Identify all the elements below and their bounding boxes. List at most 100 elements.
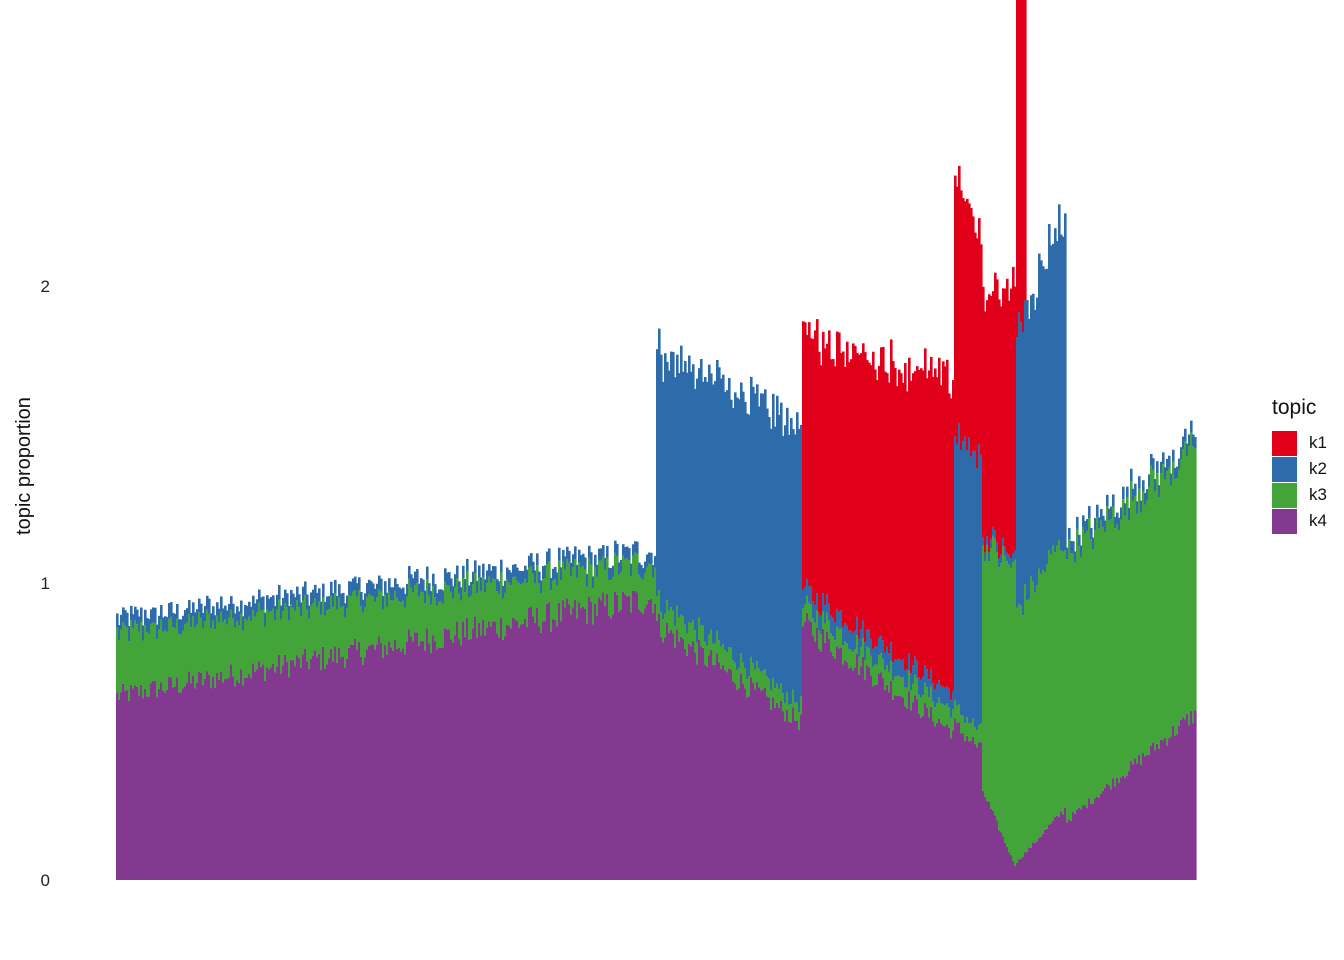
bar-segment-k3	[924, 682, 927, 704]
bar-segment-k3	[778, 689, 781, 708]
bar-segment-k2	[908, 653, 911, 671]
bar-segment-k3	[194, 627, 197, 689]
bar-segment-k2	[1178, 458, 1181, 470]
bar-segment-k4	[1008, 852, 1011, 880]
bar-segment-k4	[694, 652, 697, 880]
bar-segment-k4	[900, 696, 903, 880]
bar-segment-k2	[788, 434, 791, 705]
bar-segment-k4	[394, 640, 397, 880]
bar-segment-k3	[244, 618, 247, 678]
bar-segment-k3	[1134, 495, 1137, 759]
bar-segment-k2	[688, 355, 691, 623]
bar-segment-k2	[698, 368, 701, 618]
bar-segment-k2	[958, 422, 961, 705]
bar-segment-k4	[1122, 775, 1125, 880]
bar-segment-k2	[504, 580, 507, 593]
bar-segment-k4	[1006, 846, 1009, 880]
bar-segment-k1	[900, 373, 903, 661]
bar-segment-k4	[628, 595, 631, 880]
bar-segment-k2	[580, 555, 583, 568]
bar-segment-k2	[494, 566, 497, 580]
bar-segment-k2	[758, 406, 761, 669]
bar-segment-k3	[1162, 464, 1165, 741]
bar-segment-k2	[330, 581, 333, 597]
bar-segment-k3	[860, 647, 863, 667]
bar-segment-k2	[952, 691, 955, 710]
bar-segment-k2	[420, 578, 423, 592]
bar-segment-k2	[772, 393, 775, 678]
legend-item-k1: k1	[1272, 430, 1327, 456]
bar-segment-k4	[734, 683, 737, 880]
bar-segment-k2	[406, 583, 409, 597]
bar-segment-k2	[184, 609, 187, 625]
bar-segment-k3	[842, 645, 845, 665]
bar-segment-k4	[1032, 842, 1035, 880]
bar-segment-k3	[1042, 569, 1045, 834]
bar-segment-k4	[446, 629, 449, 880]
bar-segment-k1	[932, 376, 935, 684]
bar-segment-k4	[808, 620, 811, 880]
bar-segment-k2	[634, 541, 637, 553]
bar-segment-k4	[776, 702, 779, 880]
bar-segment-k2	[1146, 489, 1149, 501]
bar-segment-k3	[640, 577, 643, 612]
bar-segment-k4	[296, 655, 299, 880]
bar-segment-k4	[1090, 803, 1093, 880]
bar-segment-k4	[178, 692, 181, 880]
bar-segment-k3	[142, 640, 145, 699]
bar-segment-k4	[466, 617, 469, 880]
bar-segment-k4	[504, 636, 507, 880]
bar-segment-k4	[522, 623, 525, 880]
bar-segment-k1	[880, 347, 883, 636]
bar-segment-k2	[1140, 500, 1143, 513]
bar-segment-k2	[890, 642, 893, 661]
bar-segment-k4	[822, 628, 825, 880]
bar-segment-k4	[584, 608, 587, 880]
bar-segment-k4	[240, 669, 243, 880]
bar-segment-k3	[360, 606, 363, 657]
bar-segment-k4	[236, 680, 239, 880]
bar-segment-k4	[508, 625, 511, 880]
bar-segment-k3	[440, 601, 443, 648]
bar-segment-k3	[1020, 605, 1023, 859]
bar-segment-k2	[856, 616, 859, 635]
bar-segment-k3	[968, 723, 971, 742]
bar-segment-k2	[868, 629, 871, 648]
bar-segment-k3	[940, 703, 943, 724]
bar-segment-k2	[572, 554, 575, 568]
bar-segment-k1	[890, 339, 893, 643]
bar-segment-k4	[948, 728, 951, 880]
bar-segment-k2	[524, 565, 527, 579]
bar-segment-k3	[390, 600, 393, 648]
bar-segment-k4	[1026, 851, 1029, 880]
bar-segment-k3	[882, 658, 885, 678]
bar-segment-k2	[424, 590, 427, 604]
bar-segment-k3	[1016, 607, 1019, 863]
bar-segment-k1	[1004, 288, 1007, 547]
bar-segment-k4	[434, 641, 437, 880]
bar-segment-k2	[576, 564, 579, 578]
bar-segment-k2	[1150, 454, 1153, 466]
bar-segment-k3	[806, 595, 809, 613]
bar-segment-k4	[252, 663, 255, 880]
bar-segment-k4	[638, 609, 641, 880]
bar-segment-k3	[136, 624, 139, 687]
bar-segment-k4	[314, 650, 317, 880]
bar-segment-k4	[664, 637, 667, 880]
bar-segment-k3	[830, 633, 833, 652]
bar-segment-k2	[560, 567, 563, 581]
bar-segment-k2	[1170, 473, 1173, 486]
bar-segment-k3	[134, 620, 137, 686]
bar-segment-k3	[470, 595, 473, 639]
bar-segment-k3	[690, 623, 693, 647]
bar-segment-k4	[602, 592, 605, 880]
bar-segment-k2	[836, 609, 839, 627]
bar-segment-k3	[1102, 527, 1105, 791]
bar-segment-k4	[708, 655, 711, 880]
bar-segment-k2	[574, 546, 577, 560]
bar-segment-k2	[498, 581, 501, 594]
bar-segment-k3	[1170, 485, 1173, 738]
bar-segment-k2	[626, 546, 629, 559]
bar-segment-k4	[580, 608, 583, 880]
bar-segment-k3	[588, 557, 591, 597]
